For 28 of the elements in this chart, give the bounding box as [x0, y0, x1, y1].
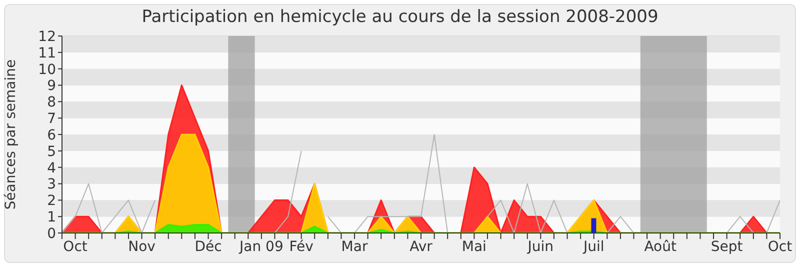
y-tick-label: 8	[47, 94, 56, 111]
y-tick-label: 7	[47, 111, 56, 128]
y-tick-label: 2	[47, 193, 56, 210]
x-tick-label: Mar	[341, 238, 368, 255]
chart-title: Participation en hemicycle au cours de la session 2008-2009	[140, 7, 660, 27]
x-tick-label: Août	[644, 238, 677, 255]
x-tick-label: Juin	[526, 238, 554, 255]
x-tick-label: Fév	[289, 238, 314, 255]
x-tick-label: Oct	[63, 238, 88, 255]
x-tick-label: Juil	[582, 238, 604, 255]
y-tick-label: 0	[47, 226, 56, 242]
y-tick-label: 9	[47, 78, 56, 94]
x-tick-label: Nov	[128, 238, 156, 255]
y-axis-title: Séances par semaine	[2, 59, 19, 210]
y-tick-label: 5	[47, 144, 56, 160]
x-tick-label: Avr	[410, 238, 433, 255]
y-tick-label: 6	[47, 127, 56, 144]
y-tick-label: 4	[47, 160, 56, 176]
y-tick-label: 1	[47, 210, 56, 226]
x-tick-label: Sept	[710, 238, 744, 255]
y-tick-label: 11	[38, 45, 56, 62]
x-tick-label: Oct	[768, 238, 793, 255]
y-tick-label: 3	[47, 176, 56, 193]
y-tick-label: 12	[38, 28, 56, 45]
x-tick-label: Déc	[194, 238, 222, 255]
y-tick-label: 10	[38, 62, 56, 78]
x-tick-label: Mai	[462, 238, 486, 255]
x-tick-label: Jan 09	[238, 238, 284, 255]
